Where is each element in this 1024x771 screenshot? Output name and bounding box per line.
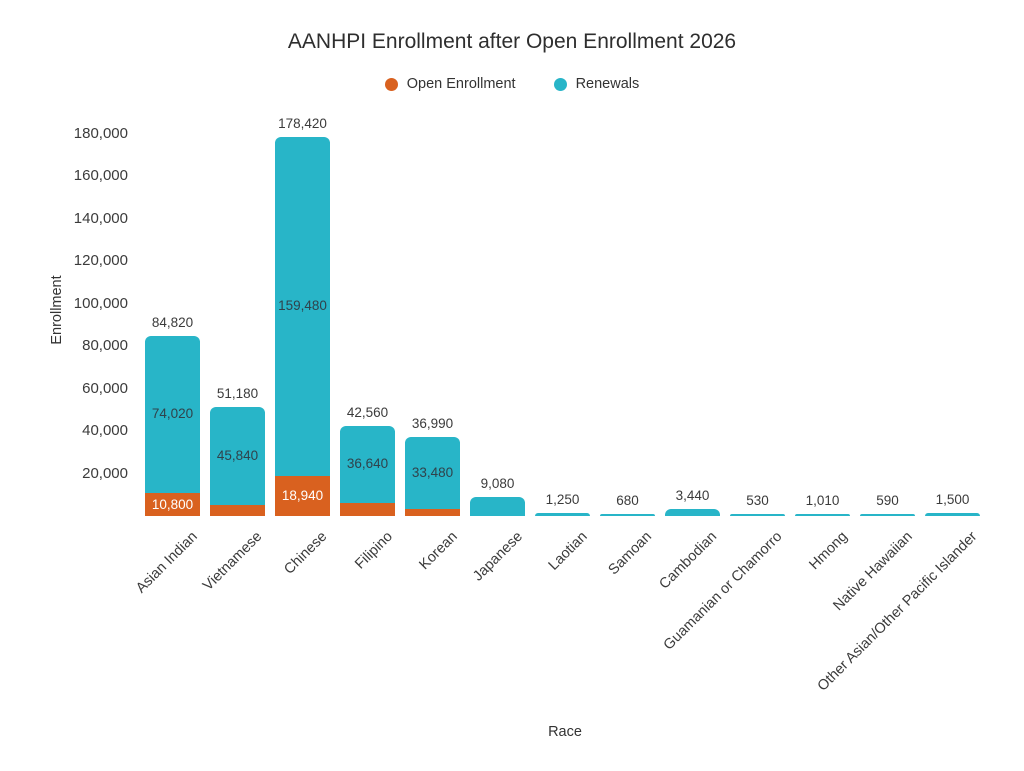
bar-open-enrollment-value-label: 18,940 bbox=[281, 487, 324, 503]
bar-segment-renewals-7 bbox=[535, 513, 590, 516]
bar-segment-renewals-1 bbox=[145, 335, 200, 494]
legend-item-open-enrollment[interactable]: Open Enrollment bbox=[384, 76, 516, 92]
bar-renewals-value-label: 74,020 bbox=[151, 406, 194, 422]
bar-total-label: 84,820 bbox=[151, 314, 194, 330]
bar-total-label: 680 bbox=[616, 493, 639, 508]
x-axis-tick-label: Samoan bbox=[606, 528, 656, 579]
bar-renewals-value-label: 159,480 bbox=[278, 298, 327, 314]
bar-segment-renewals-12 bbox=[860, 514, 915, 516]
x-axis-tick-label: Vietnamese bbox=[200, 528, 266, 594]
y-axis-tick-label: 140,000 bbox=[73, 209, 128, 227]
bar-total-label: 1,010 bbox=[805, 492, 840, 508]
bar-segment-open-enrollment-2 bbox=[210, 504, 265, 516]
legend-item-renewals[interactable]: Renewals bbox=[553, 76, 640, 92]
y-axis-tick-label: 80,000 bbox=[82, 337, 128, 354]
bar-segment-open-enrollment-1 bbox=[145, 493, 200, 516]
bar-segment-renewals-6 bbox=[470, 496, 525, 516]
bar-total-label: 1,500 bbox=[935, 491, 970, 507]
chart-title: AANHPI Enrollment after Open Enrollment … bbox=[287, 30, 737, 53]
x-axis-tick-label: Laotian bbox=[545, 528, 591, 574]
bar-total-label: 1,250 bbox=[545, 492, 580, 508]
y-axis-tick-label: 20,000 bbox=[82, 464, 128, 482]
bar-total-label: 590 bbox=[876, 493, 899, 508]
y-axis-tick-label: 100,000 bbox=[73, 294, 128, 312]
bar-total-label: 3,440 bbox=[675, 487, 710, 503]
bar-segment-renewals-10 bbox=[730, 514, 785, 516]
y-axis-tick-label: 40,000 bbox=[82, 422, 128, 439]
bar-segment-renewals-2 bbox=[210, 407, 265, 505]
legend-swatch-open-enrollment-icon bbox=[384, 77, 398, 91]
x-axis-tick-label: Japanese bbox=[469, 528, 526, 585]
bar-total-label: 9,080 bbox=[480, 475, 515, 491]
legend: Open Enrollment Renewals bbox=[0, 76, 1024, 92]
x-axis-tick-label: Chinese bbox=[281, 528, 331, 578]
legend-label-open-enrollment: Open Enrollment bbox=[406, 76, 516, 92]
bar-total-label: 178,420 bbox=[278, 115, 327, 131]
y-axis-tick-label: 60,000 bbox=[82, 379, 128, 397]
legend-swatch-renewals-icon bbox=[553, 77, 567, 91]
bar-total-label: 51,180 bbox=[216, 386, 259, 402]
bar-segment-renewals-5 bbox=[405, 437, 460, 509]
bar-segment-open-enrollment-5 bbox=[405, 508, 460, 516]
y-axis-tick-label: 160,000 bbox=[73, 167, 128, 184]
bar-segment-renewals-9 bbox=[665, 508, 720, 516]
x-axis-tick-label: Filipino bbox=[351, 528, 396, 573]
x-axis-tick-label: Korean bbox=[416, 528, 461, 574]
bar-renewals-value-label: 36,640 bbox=[346, 456, 389, 472]
bar-total-label: 530 bbox=[746, 493, 769, 508]
y-axis-tick-label: 120,000 bbox=[73, 252, 128, 269]
bar-renewals-value-label: 33,480 bbox=[411, 464, 454, 480]
x-axis-tick-label: Hmong bbox=[806, 528, 851, 574]
bar-segment-open-enrollment-3 bbox=[275, 475, 330, 516]
y-axis-tick-label: 180,000 bbox=[73, 124, 128, 142]
bar-total-label: 36,990 bbox=[411, 416, 454, 432]
bar-segment-renewals-3 bbox=[275, 136, 330, 476]
x-axis-tick-label: Cambodian bbox=[656, 528, 721, 593]
bar-segment-open-enrollment-4 bbox=[340, 503, 395, 516]
x-axis-title: Race bbox=[548, 724, 582, 740]
bar-renewals-value-label: 45,840 bbox=[216, 447, 259, 463]
bar-segment-renewals-13 bbox=[925, 512, 980, 516]
bar-segment-renewals-4 bbox=[340, 425, 395, 504]
legend-label-renewals: Renewals bbox=[575, 76, 640, 92]
x-axis-tick-label: Asian Indian bbox=[132, 528, 201, 597]
bar-open-enrollment-value-label: 10,800 bbox=[151, 496, 194, 512]
bar-total-label: 42,560 bbox=[346, 404, 389, 420]
x-axis-tick-label: Guamanian or Chamorro bbox=[660, 528, 786, 654]
bar-segment-renewals-8 bbox=[600, 514, 655, 516]
bar-segment-renewals-11 bbox=[795, 513, 850, 516]
